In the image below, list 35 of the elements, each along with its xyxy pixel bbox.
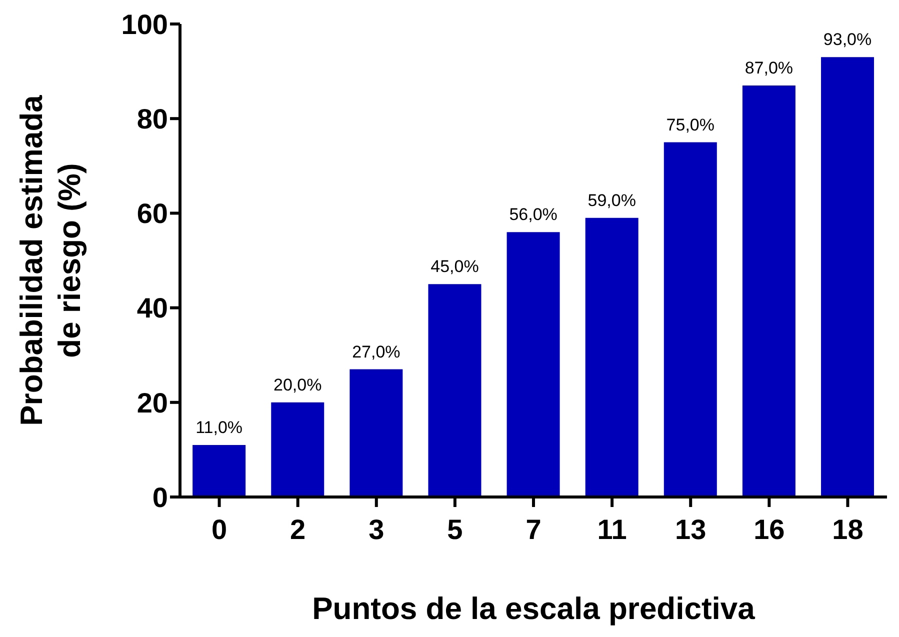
data-label: 75,0% <box>666 115 715 134</box>
data-label: 93,0% <box>823 30 872 50</box>
x-tick-label: 2 <box>290 514 306 545</box>
y-tick-label: 20 <box>136 387 168 418</box>
x-tick-label: 16 <box>754 514 785 545</box>
x-tick-label: 3 <box>368 514 384 545</box>
x-axis-title: Puntos de la escala predictiva <box>312 591 756 626</box>
y-tick-label: 100 <box>121 8 168 40</box>
x-tick-label: 5 <box>447 514 463 545</box>
bar <box>192 444 246 497</box>
y-tick-label: 80 <box>136 104 168 135</box>
data-label: 20,0% <box>274 375 322 394</box>
y-tick-label: 40 <box>136 292 168 324</box>
data-label: 27,0% <box>352 342 400 362</box>
y-tick-label: 60 <box>136 198 168 230</box>
bar <box>271 402 324 497</box>
x-tick-label: 0 <box>211 514 228 545</box>
bar <box>664 142 717 497</box>
x-tick-label: 13 <box>675 514 706 545</box>
data-label: 45,0% <box>430 257 479 276</box>
data-label: 87,0% <box>744 58 794 78</box>
bar <box>428 284 482 497</box>
data-label: 56,0% <box>509 205 558 224</box>
bar <box>585 218 638 497</box>
bar <box>350 369 403 497</box>
bar <box>742 85 796 497</box>
x-tick-label: 7 <box>526 514 542 545</box>
y-axis-title: Probabilidad estimada de riesgo (%) <box>14 94 87 426</box>
x-tick-label: 18 <box>832 514 864 545</box>
bar <box>506 232 560 497</box>
x-tick-label: 11 <box>597 514 627 545</box>
data-label: 11,0% <box>196 418 243 437</box>
bar <box>821 57 874 497</box>
data-label: 59,0% <box>588 190 636 210</box>
y-tick-label: 0 <box>152 482 168 513</box>
